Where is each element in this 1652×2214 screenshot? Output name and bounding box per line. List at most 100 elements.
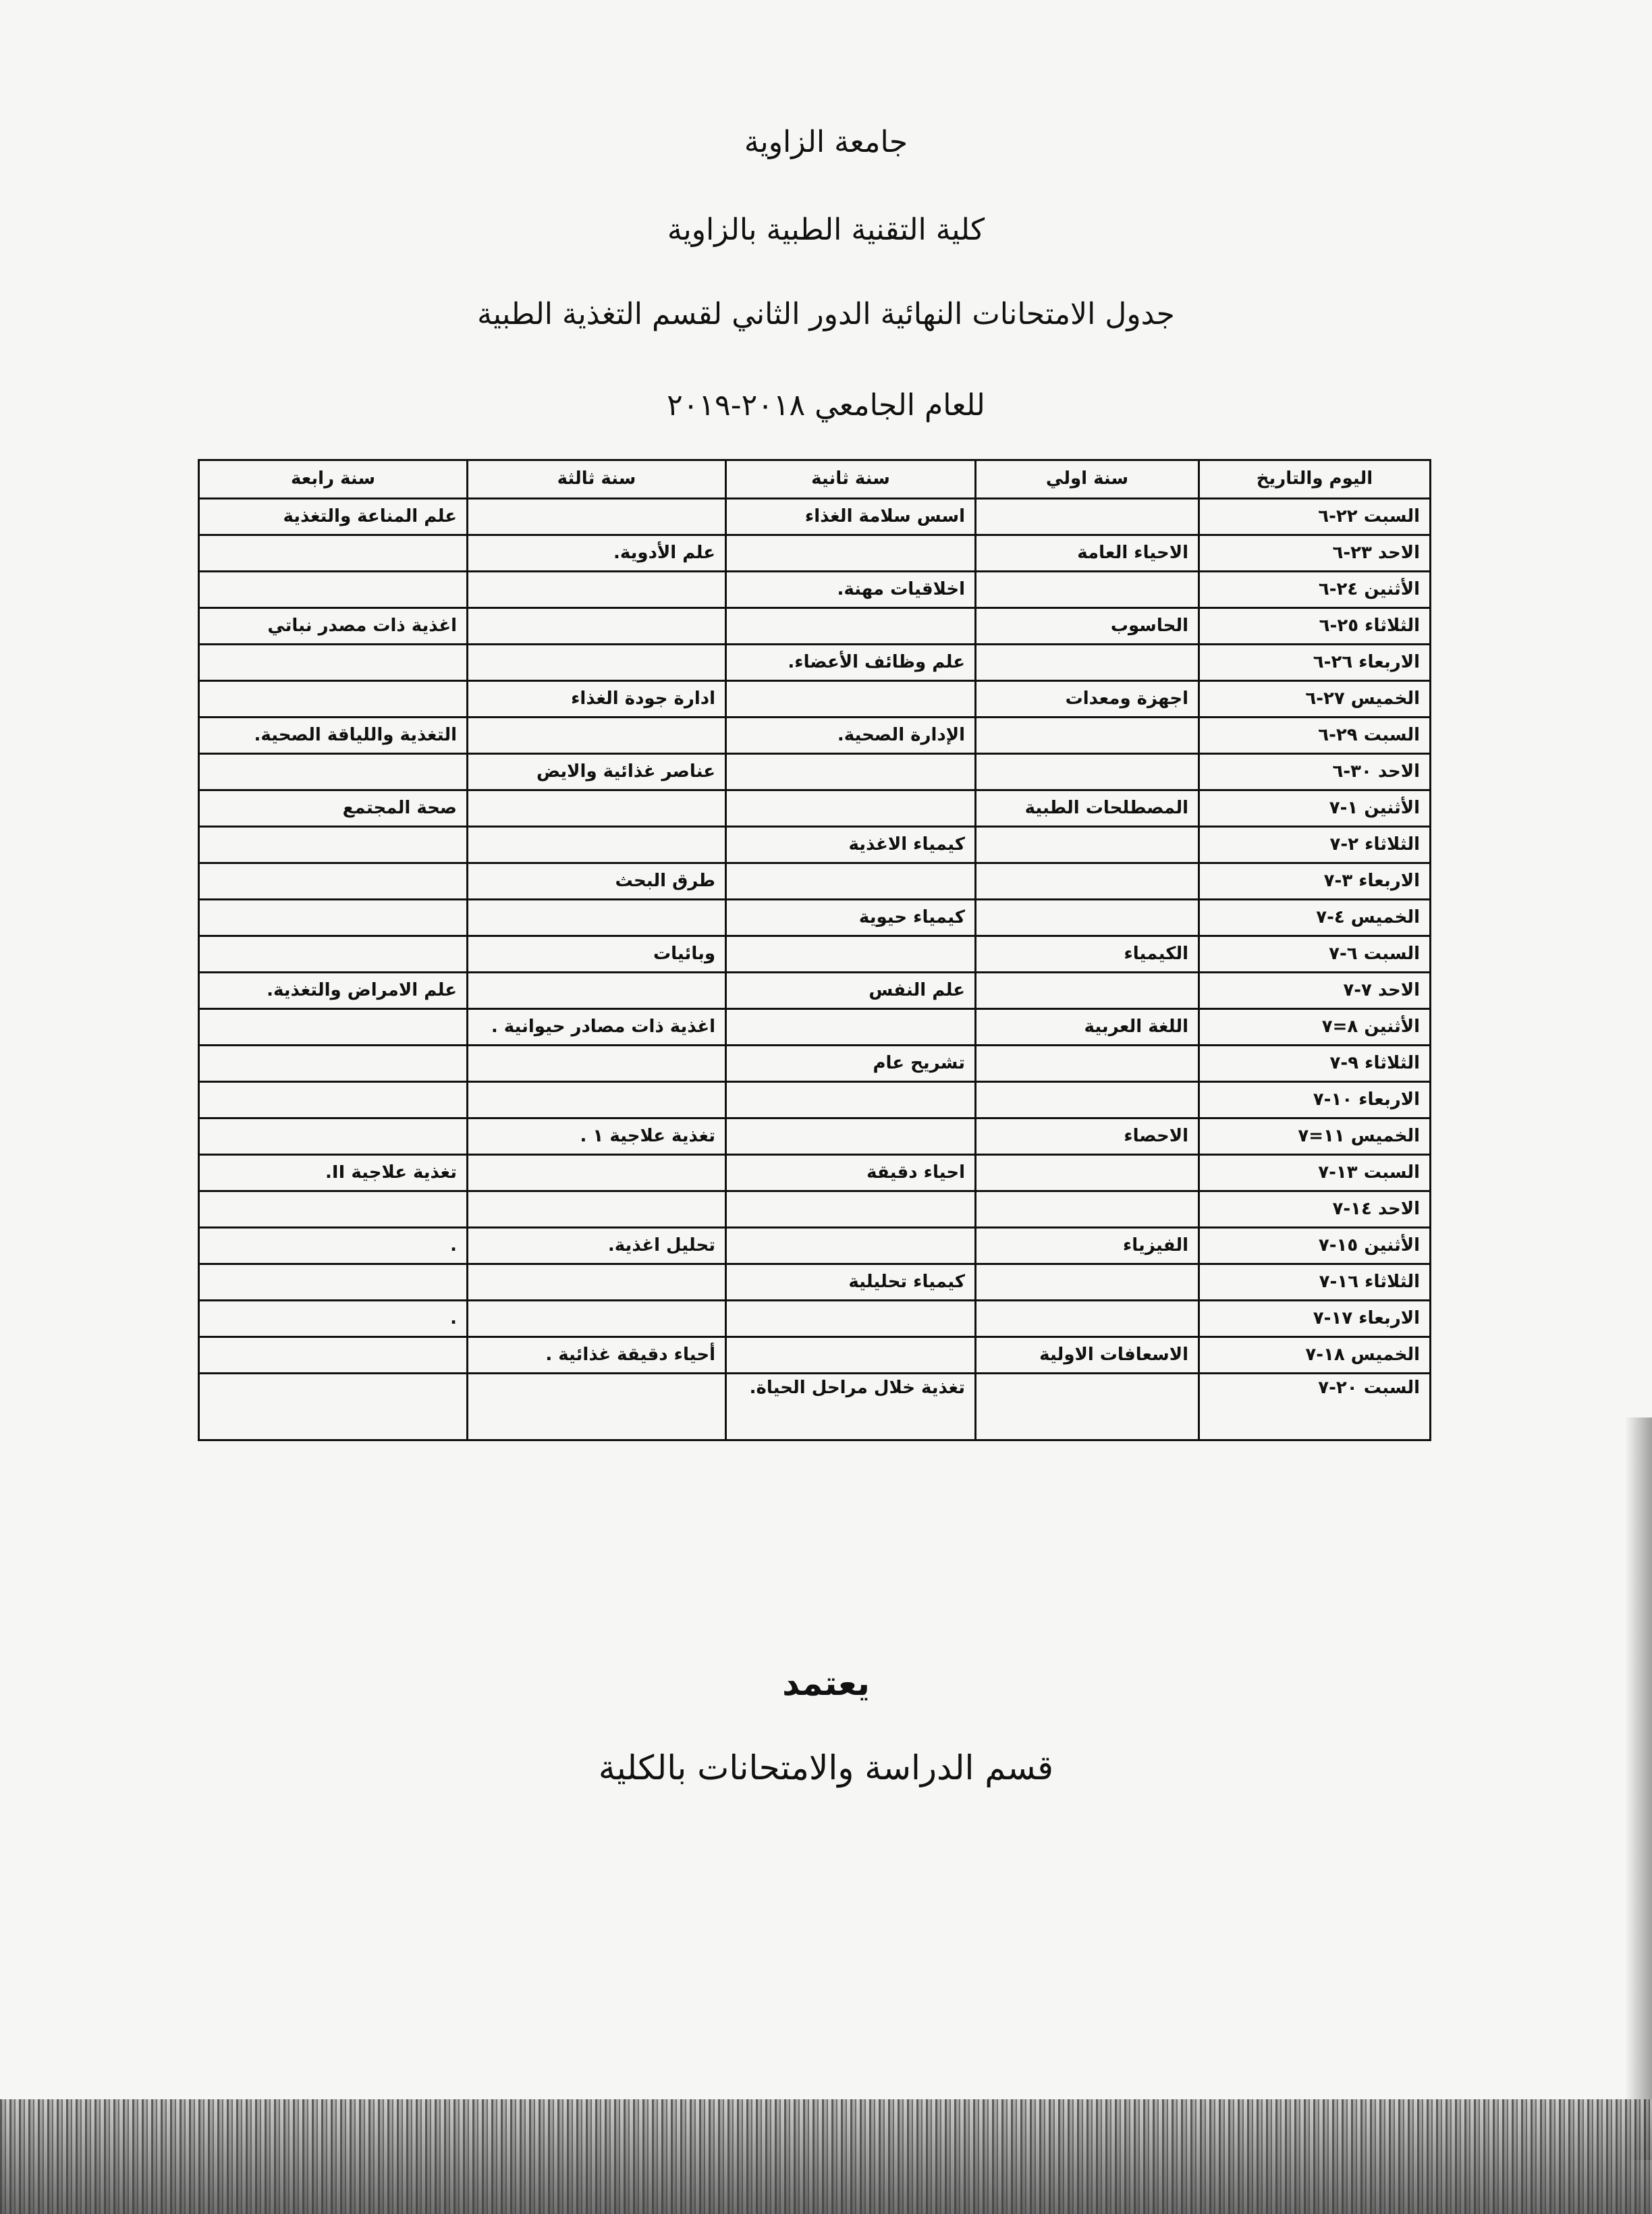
exam-cell: علم المناعة والتغذية (198, 497, 468, 536)
exam-cell (974, 826, 1200, 864)
column-header: سنة رابعة (198, 459, 468, 500)
table-row: الخميس ١٨-٧ الاسعافات الاولية أحياء دقيقة … (198, 1336, 1431, 1374)
table-row: الاحد ٣٠-٦ عناصر غذائية والايض (198, 753, 1431, 791)
exam-cell (466, 826, 727, 864)
table-row: الثلاثاء ١٦-٧ كيمياء تحليلية (198, 1263, 1431, 1301)
exam-cell (466, 1190, 727, 1228)
exam-cell (198, 1372, 468, 1441)
exam-cell: كيمياء تحليلية (725, 1263, 976, 1301)
exam-cell (466, 716, 727, 755)
exam-cell: طرق البحث (466, 862, 727, 900)
date-cell: الأثنين ١-٧ (1198, 789, 1431, 828)
date-cell: السبت ٢٠-٧ (1198, 1372, 1431, 1441)
university-name: جامعة الزاوية (744, 125, 908, 159)
exam-cell: . (198, 1226, 468, 1265)
exam-cell: المصطلحات الطبية (974, 789, 1200, 828)
date-cell: السبت ٢٢-٦ (1198, 497, 1431, 536)
exam-cell: احياء دقيقة (725, 1154, 976, 1192)
date-cell: الثلاثاء ١٦-٧ (1198, 1263, 1431, 1301)
date-cell: الأثنين ١٥-٧ (1198, 1226, 1431, 1265)
date-cell: الخميس ١١=٧ (1198, 1117, 1431, 1156)
date-cell: الاحد ١٤-٧ (1198, 1190, 1431, 1228)
exam-cell: تشريح عام (725, 1044, 976, 1083)
exam-cell (198, 753, 468, 791)
approval-label: يعتمد (782, 1664, 870, 1703)
date-cell: الثلاثاء ٩-٧ (1198, 1044, 1431, 1083)
exam-cell: الاحصاء (974, 1117, 1200, 1156)
table-row: الأثنين ١٥-٧ الفيزياء تحليل اغذية.. (198, 1226, 1431, 1265)
exam-cell (974, 1299, 1200, 1338)
date-cell: الأثنين ٢٤-٦ (1198, 570, 1431, 609)
date-cell: الثلاثاء ٢٥-٦ (1198, 607, 1431, 645)
column-header: سنة ثالثة (466, 459, 727, 500)
exam-cell (725, 1008, 976, 1046)
exam-cell (725, 935, 976, 973)
exam-cell (198, 1081, 468, 1119)
exam-cell (974, 753, 1200, 791)
exam-cell: الحاسوب (974, 607, 1200, 645)
exam-cell (198, 862, 468, 900)
exam-schedule-table: اليوم والتاريخ سنة اولي سنة ثانية سنة ثالثة… (198, 459, 1431, 1441)
table-row: الاربعاء ٢٦-٦ علم وظائف الأعضاء. (198, 643, 1431, 682)
exam-cell: اغذية ذات مصدر نباتي (198, 607, 468, 645)
schedule-title: جدول الامتحانات النهائية الدور الثاني لق… (477, 297, 1175, 331)
date-cell: الاربعاء ٢٦-٦ (1198, 643, 1431, 682)
college-name: كلية التقنية الطبية بالزاوية (667, 213, 985, 247)
exam-cell (466, 1372, 727, 1441)
column-header: سنة اولي (974, 459, 1200, 500)
scan-noise-strip (0, 2099, 1652, 2214)
exam-cell (466, 1081, 727, 1119)
exam-cell: كيمياء الاغذية (725, 826, 976, 864)
exam-cell (725, 607, 976, 645)
table-row: السبت ٢٩-٦ الإدارة الصحية. التغذية واللياق… (198, 716, 1431, 755)
exam-cell (466, 971, 727, 1010)
table-row: الأثنين ١-٧ المصطلحات الطبية صحة المجتمع (198, 789, 1431, 828)
scan-shadow-edge (1625, 1418, 1652, 2160)
exam-cell: علم وظائف الأعضاء. (725, 643, 976, 682)
table-row: الخميس ٤-٧ كيمياء حيوية (198, 898, 1431, 937)
exam-cell (725, 789, 976, 828)
exam-cell: تغذية علاجية ١ . (466, 1117, 727, 1156)
exam-cell: كيمياء حيوية (725, 898, 976, 937)
date-cell: السبت ١٣-٧ (1198, 1154, 1431, 1192)
date-cell: الاربعاء ١٠-٧ (1198, 1081, 1431, 1119)
exam-cell (198, 534, 468, 572)
exam-cell (466, 789, 727, 828)
date-cell: الاحد ٢٣-٦ (1198, 534, 1431, 572)
exam-cell (725, 862, 976, 900)
exam-cell (198, 680, 468, 718)
exam-cell (198, 1044, 468, 1083)
exam-cell (725, 1299, 976, 1338)
table-row: السبت ٢٠-٧ تغذية خلال مراحل الحياة. (198, 1372, 1431, 1441)
table-row: الاحد ١٤-٧ (198, 1190, 1431, 1228)
exam-cell (466, 1299, 727, 1338)
table-row: السبت ٢٢-٦ اسس سلامة الغذاء علم المناعة وا… (198, 497, 1431, 536)
exam-cell: علم النفس (725, 971, 976, 1010)
date-cell: الثلاثاء ٢-٧ (1198, 826, 1431, 864)
exam-cell: اخلاقيات مهنة. (725, 570, 976, 609)
exam-cell (974, 1190, 1200, 1228)
exam-cell (974, 898, 1200, 937)
exam-cell (198, 898, 468, 937)
exam-cell: التغذية واللياقة الصحية. (198, 716, 468, 755)
exam-cell (974, 1081, 1200, 1119)
exam-cell (725, 1081, 976, 1119)
exam-cell (974, 570, 1200, 609)
exam-cell: الإدارة الصحية. (725, 716, 976, 755)
exam-cell: اغذية ذات مصادر حيوانية . (466, 1008, 727, 1046)
table-row: الاحد ٧-٧ علم النفس علم الامراض والتغذية. (198, 971, 1431, 1010)
exam-cell (198, 1263, 468, 1301)
table-header-row: اليوم والتاريخ سنة اولي سنة ثانية سنة ثالثة… (198, 459, 1431, 500)
exam-cell: الفيزياء (974, 1226, 1200, 1265)
exam-cell (974, 716, 1200, 755)
date-cell: الاربعاء ٣-٧ (1198, 862, 1431, 900)
exam-cell (466, 1263, 727, 1301)
date-cell: الأثنين ٨=٧ (1198, 1008, 1431, 1046)
exam-cell: عناصر غذائية والايض (466, 753, 727, 791)
exam-cell (466, 643, 727, 682)
exam-cell (198, 570, 468, 609)
exam-cell: . (198, 1299, 468, 1338)
date-cell: السبت ٢٩-٦ (1198, 716, 1431, 755)
exam-cell: صحة المجتمع (198, 789, 468, 828)
exam-cell (198, 1008, 468, 1046)
